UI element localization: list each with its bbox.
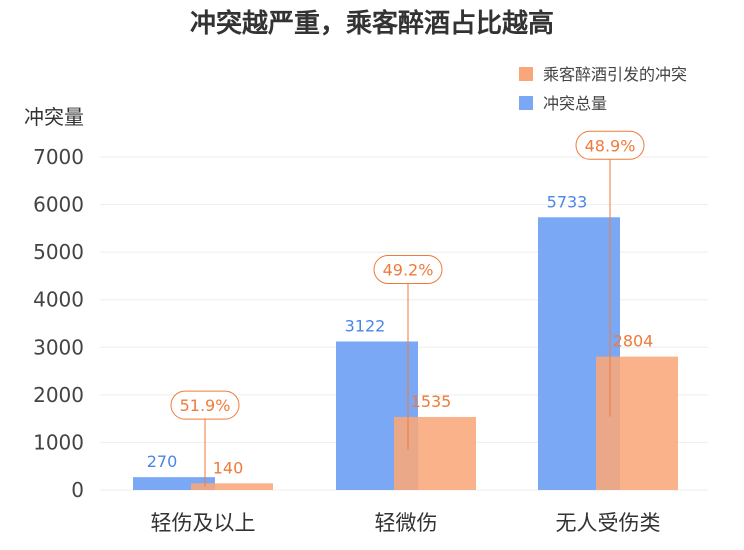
legend-label-drunk: 乘客醉酒引发的冲突: [543, 65, 687, 84]
y-axis-label: 冲突量: [24, 105, 84, 129]
legend: 乘客醉酒引发的冲突 冲突总量: [519, 65, 687, 113]
y-tick-label: 2000: [33, 383, 84, 407]
legend-label-total: 冲突总量: [543, 94, 607, 113]
x-tick-label: 无人受伤类: [556, 511, 661, 535]
y-tick-label: 4000: [33, 288, 84, 312]
percent-callout: [373, 254, 443, 284]
bars: [133, 217, 678, 490]
y-tick-labels: 0 1000 2000 3000 4000 5000 6000 7000: [33, 145, 84, 502]
data-label-total: 5733: [547, 192, 588, 211]
legend-swatch-total: [519, 96, 533, 110]
bar-drunk: [596, 356, 678, 490]
y-tick-label: 0: [71, 478, 84, 502]
data-label-total: 270: [147, 452, 178, 471]
y-tick-label: 7000: [33, 145, 84, 169]
y-tick-label: 3000: [33, 335, 84, 359]
percent-label: 48.9%: [585, 136, 636, 155]
percent-label: 51.9%: [180, 396, 231, 415]
legend-swatch-drunk: [519, 67, 533, 81]
percent-callout: [575, 130, 645, 160]
chart-title: 冲突越严重，乘客醉酒占比越高: [190, 8, 554, 39]
data-label-drunk: 2804: [613, 332, 654, 351]
bar-drunk: [394, 416, 476, 490]
y-tick-label: 1000: [33, 430, 84, 454]
data-label-drunk: 140: [213, 458, 244, 477]
data-label-drunk: 1535: [411, 392, 452, 411]
percent-label: 49.2%: [383, 260, 434, 279]
data-label-total: 3122: [345, 316, 386, 335]
y-tick-label: 5000: [33, 240, 84, 264]
percent-callout: [170, 390, 240, 420]
bar-drunk: [191, 483, 273, 490]
y-tick-label: 6000: [33, 193, 84, 217]
data-labels: 270 140 51.9% 3122 1535 49.2% 5733 2804 48.9%: [147, 130, 654, 487]
x-tick-label: 轻微伤: [375, 511, 438, 535]
x-tick-labels: 轻伤及以上 轻微伤 无人受伤类: [151, 511, 661, 535]
x-tick-label: 轻伤及以上: [151, 511, 256, 535]
